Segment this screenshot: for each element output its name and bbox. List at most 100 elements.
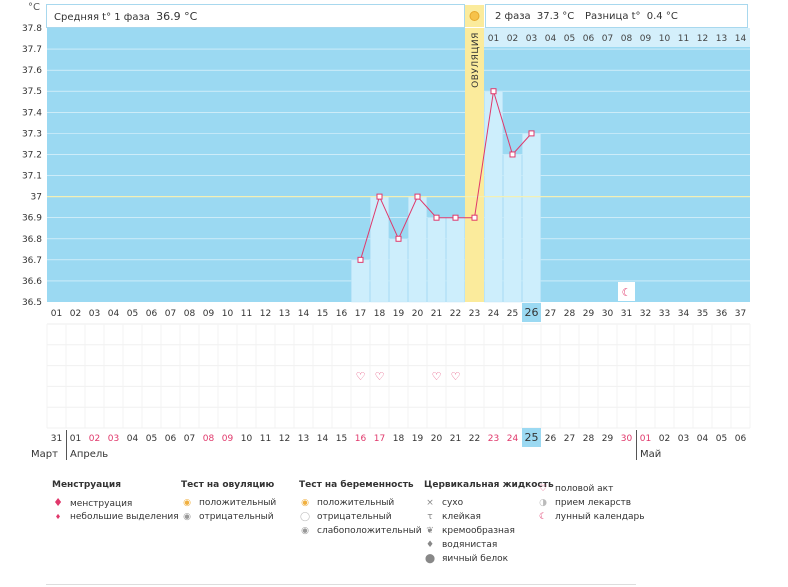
- calendar-date-label: 12: [279, 434, 290, 444]
- legend-item: ♦ небольшие выделения: [52, 510, 179, 524]
- legend-item: ⬤ яичный белок: [424, 552, 554, 566]
- phase1-label: Средняя t° 1 фаза: [54, 12, 150, 23]
- moon-icon: ☾: [538, 512, 548, 522]
- legend-item-label: яичный белок: [442, 554, 509, 564]
- calendar-date-label: 02: [659, 434, 670, 444]
- y-tick-label: 37.8: [22, 24, 42, 34]
- calendar-date-label: 19: [412, 434, 424, 444]
- legend-item-label: кремообразная: [442, 526, 515, 536]
- calendar-date-label: 09: [222, 434, 234, 444]
- month-label: Май: [640, 449, 661, 460]
- luteal-day-label: 12: [697, 34, 708, 44]
- legend-item-label: сухо: [442, 498, 464, 508]
- temp-bar: [370, 196, 389, 303]
- luteal-day-label: 10: [659, 34, 671, 44]
- cycle-day-label: 33: [659, 309, 670, 319]
- drop-icon: ♦: [53, 496, 63, 509]
- calendar-date-label: 03: [108, 434, 119, 444]
- phase1-value: 36.9 °C: [156, 10, 197, 23]
- luteal-day-label: 14: [735, 34, 747, 44]
- heart-icon: ♡: [375, 370, 385, 383]
- calendar-date-label: 20: [431, 434, 443, 444]
- cycle-day-label: 16: [336, 309, 348, 319]
- current-day-highlight: [522, 303, 541, 322]
- legend-menstruation: Менструация ♦ менструация ♦ небольшие выде…: [52, 480, 179, 524]
- legend-item: ☾ лунный календарь: [537, 510, 645, 524]
- moon-marker-bg: [618, 282, 635, 301]
- cycle-day-label: 08: [184, 309, 196, 319]
- cycle-day-label: 35: [697, 309, 708, 319]
- cycle-day-label: 25: [507, 309, 518, 319]
- legend-item-label: лунный календарь: [555, 512, 645, 522]
- calendar-date-label: 24: [507, 434, 519, 444]
- legend-item: ♦ менструация: [52, 496, 179, 510]
- y-tick-label: 36.7: [22, 256, 42, 266]
- temperature-point: [452, 214, 459, 221]
- luteal-day-label: 09: [640, 34, 652, 44]
- legend-other: ♡ половой акт ◑ прием лекарств ☾ лунный кал…: [537, 482, 645, 524]
- cycle-day-label: 14: [298, 309, 310, 319]
- phase2-box: [485, 4, 748, 28]
- svg-text:Разница t° 0.4 °C: Разница t° 0.4 °C: [585, 11, 678, 22]
- temp-bar: [427, 217, 446, 303]
- svg-text:2 фаза 37.3 °C: 2 фаза 37.3 °C: [495, 11, 574, 22]
- luteal-day-label: 05: [564, 34, 575, 44]
- dry-icon: ×: [426, 498, 434, 508]
- y-tick-label: 36.8: [22, 235, 42, 245]
- y-tick-label: 37.5: [22, 87, 42, 97]
- calendar-date-label: 22: [469, 434, 480, 444]
- phase2-value: 37.3 °C: [537, 11, 574, 22]
- heart-icon: ♡: [451, 370, 461, 383]
- cycle-day-label: 10: [222, 309, 234, 319]
- watery-icon: ♦: [425, 540, 435, 550]
- temperature-point: [414, 193, 421, 200]
- temperature-point: [395, 235, 402, 242]
- cycle-day-label: 12: [260, 309, 271, 319]
- luteal-day-label: 01: [488, 34, 499, 44]
- calendar-date-label: 26: [545, 434, 557, 444]
- cycle-day-label: 03: [89, 309, 100, 319]
- diff-label: Разница t°: [585, 11, 641, 22]
- legend-item: τ клейкая: [424, 510, 554, 524]
- legend-item-label: менструация: [70, 499, 133, 509]
- pregnancy-positive-icon: ◉: [301, 498, 309, 508]
- luteal-day-label: 13: [716, 34, 727, 44]
- cycle-day-label: 36: [716, 309, 728, 319]
- temp-bar: [446, 217, 465, 303]
- cycle-day-label: 05: [127, 309, 138, 319]
- temp-bar: [389, 238, 408, 303]
- calendar-date-label: 03: [678, 434, 689, 444]
- current-date-highlight: [522, 428, 541, 447]
- calendar-date-label: 17: [374, 434, 385, 444]
- pregnancy-negative-icon: ◯: [299, 512, 311, 522]
- temp-bar: [503, 154, 522, 303]
- phase1-box: [46, 4, 465, 28]
- temp-bar: [408, 196, 427, 303]
- temperature-point: [376, 193, 383, 200]
- cycle-day-label: 32: [640, 309, 651, 319]
- sticky-icon: τ: [427, 512, 433, 522]
- legend-item-label: половой акт: [555, 484, 614, 494]
- heart-icon: ♡: [538, 484, 548, 494]
- luteal-day-label: 02: [507, 34, 518, 44]
- cycle-day-label: 11: [241, 309, 252, 319]
- cycle-day-label: 21: [431, 309, 442, 319]
- cycle-day-label: 18: [374, 309, 386, 319]
- cycle-day-label: 24: [488, 309, 500, 319]
- cycle-day-label: 34: [678, 309, 690, 319]
- phase2-label: 2 фаза: [495, 11, 531, 22]
- calendar-date-label: 30: [621, 434, 633, 444]
- calendar-date-label: 25: [525, 431, 539, 444]
- bbt-chart: °C Средняя t° 1 фаза 36.9 °C 2 фаза 37.3…: [22, 2, 751, 460]
- ovulation-column: [465, 28, 484, 302]
- legend-ovulation-title: Тест на овуляцию: [181, 480, 275, 490]
- legend-item-label: водянистая: [442, 540, 498, 550]
- cycle-day-label: 30: [602, 309, 614, 319]
- calendar-date-label: 15: [336, 434, 347, 444]
- calendar-date-label: 13: [298, 434, 309, 444]
- temp-bar: [522, 133, 541, 303]
- y-tick-label: 37.1: [22, 172, 42, 182]
- calendar-date-label: 29: [602, 434, 614, 444]
- pill-icon: ◑: [539, 498, 547, 508]
- legend-cervical-fluid: Цервикальная жидкость × сухо τ клейкая ❦ кр…: [424, 480, 554, 566]
